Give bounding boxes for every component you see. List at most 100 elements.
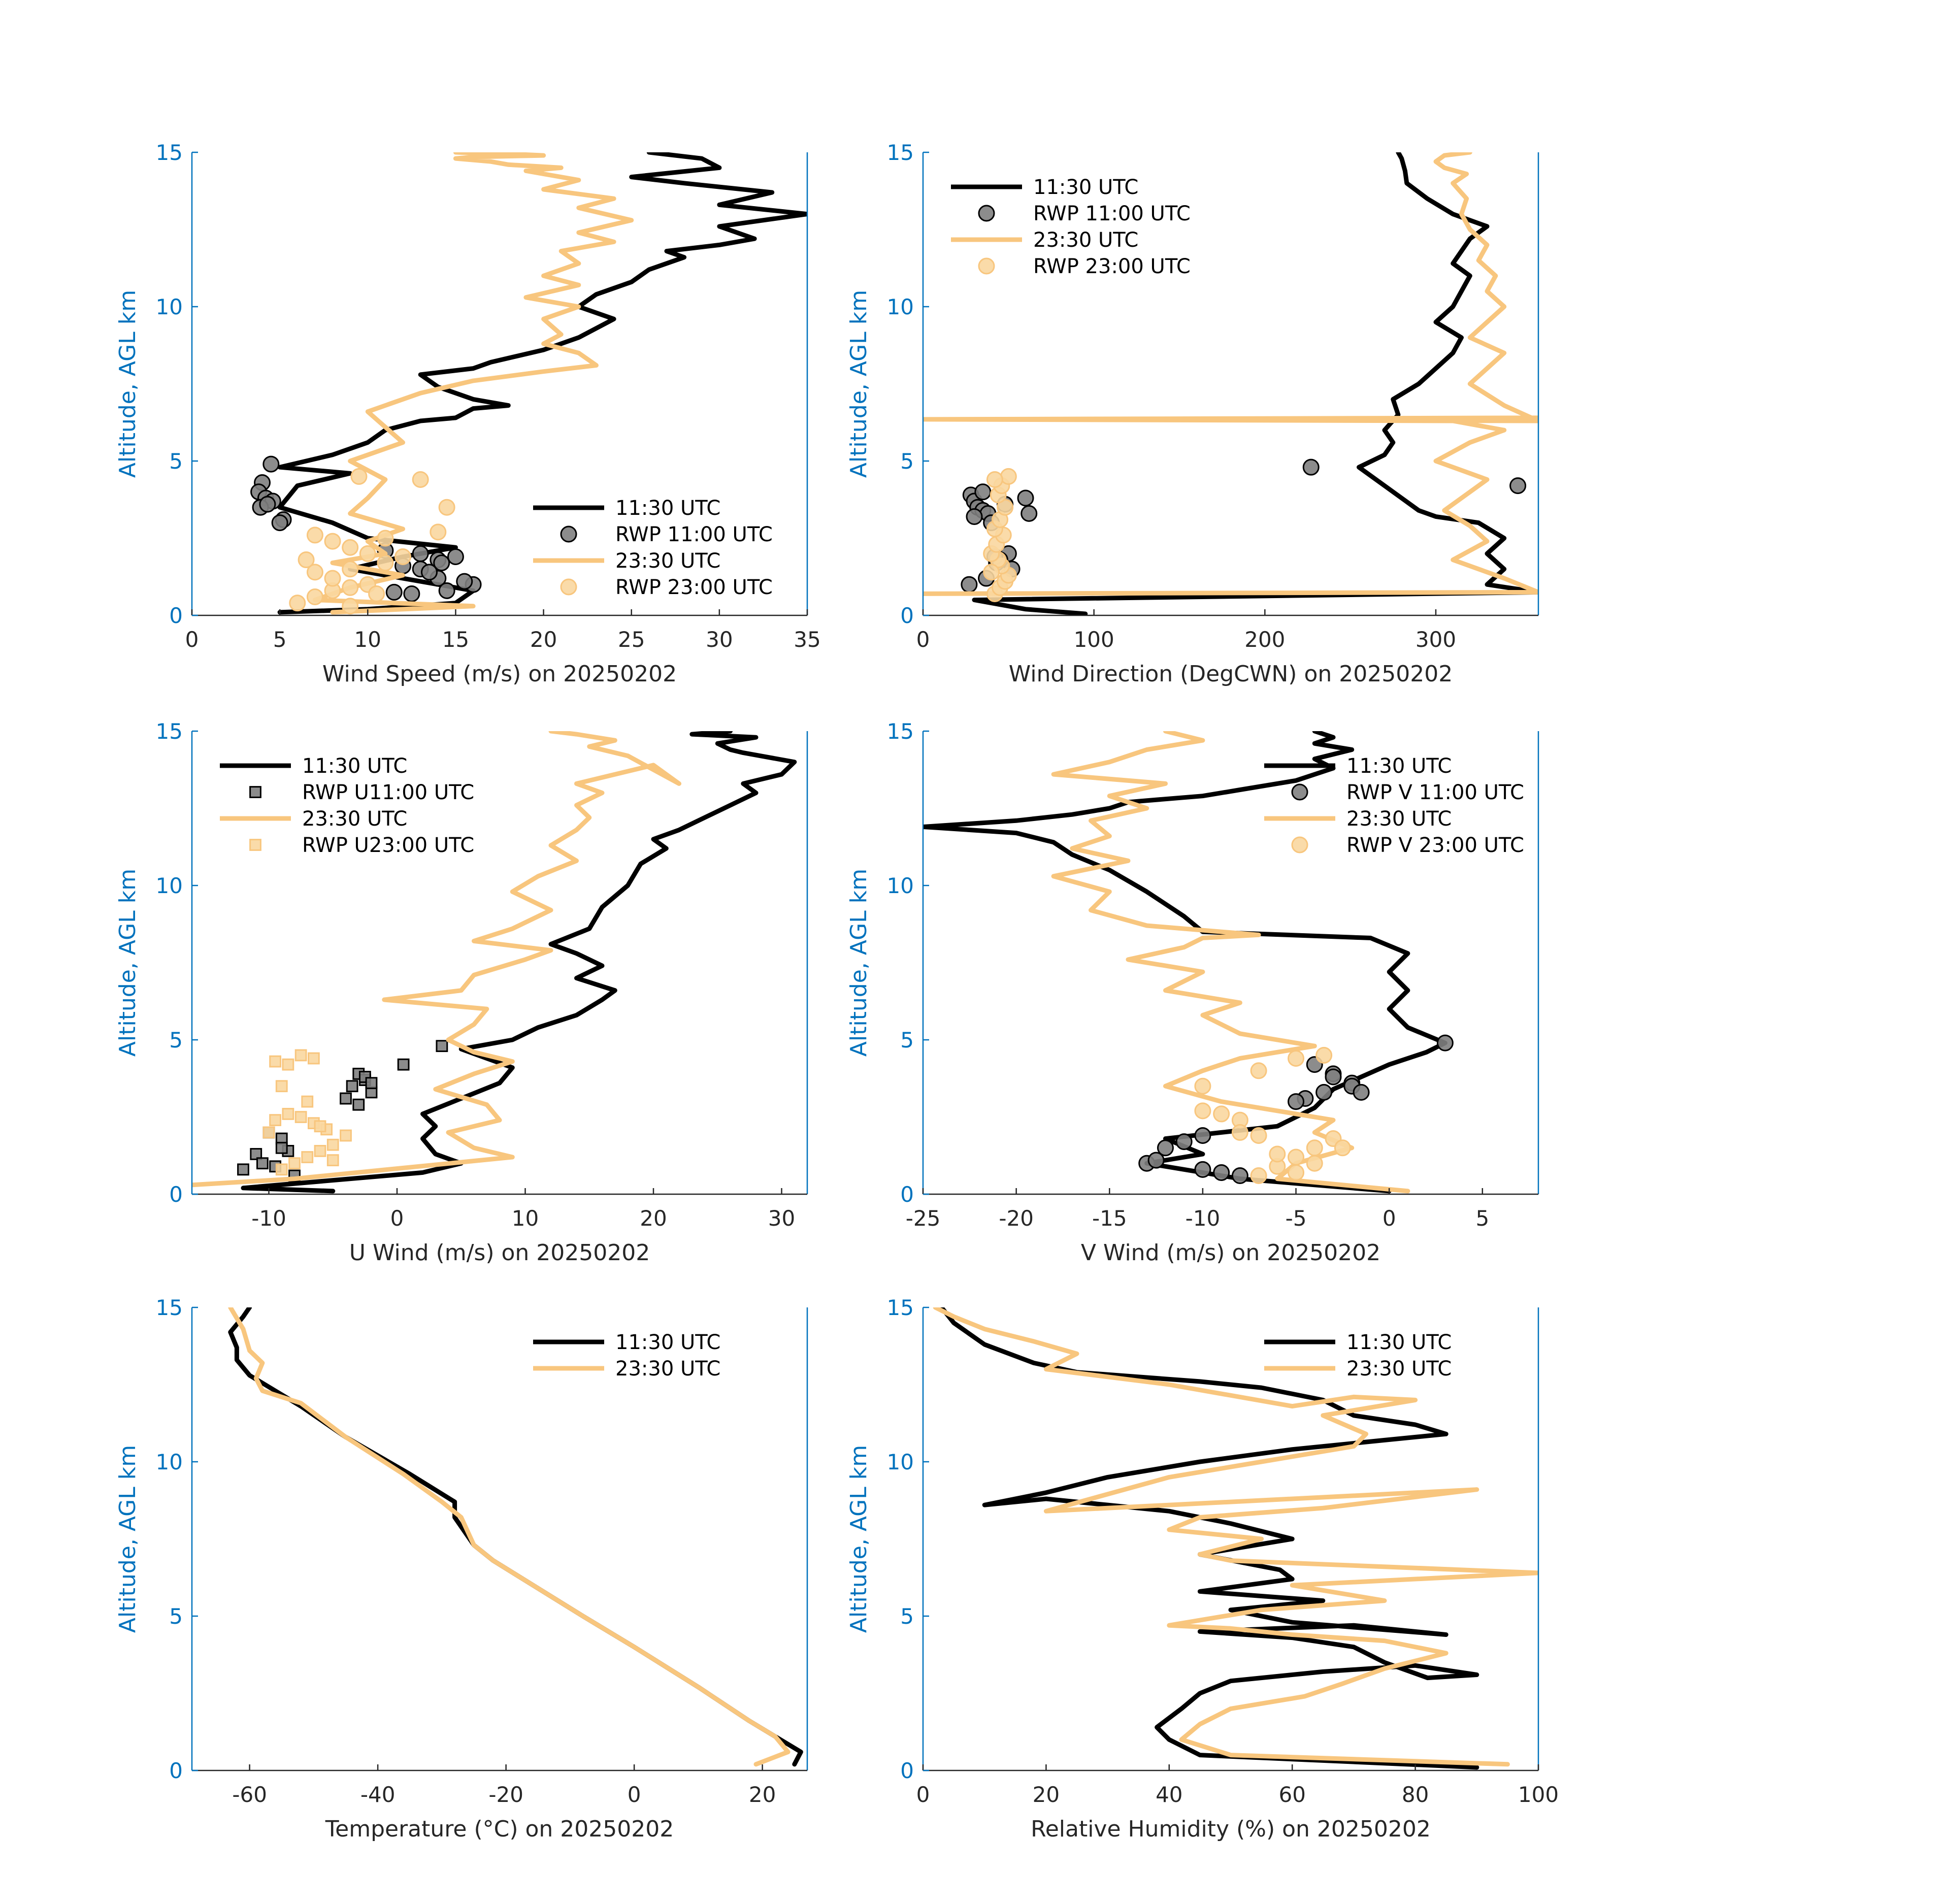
y-axis-label: Altitude, AGL km xyxy=(846,1445,872,1633)
data-point xyxy=(342,539,359,556)
x-tick-label: 0 xyxy=(1383,1206,1396,1231)
data-point xyxy=(340,1129,352,1142)
data-point xyxy=(275,1163,288,1176)
plot-area xyxy=(192,731,807,1194)
data-point xyxy=(961,576,978,593)
y-tick-label: 15 xyxy=(156,140,183,165)
x-tick-label: 200 xyxy=(1244,627,1285,652)
legend-label: RWP U11:00 UTC xyxy=(302,781,474,804)
data-point xyxy=(306,588,323,606)
panel-wind-speed: 0 5 10 15 20 25 30 35 0 5 10 15 Wind Speed (m/s) on … xyxy=(115,140,821,687)
y-tick-label: 15 xyxy=(887,140,914,165)
legend: 11:30 UTC RWP 11:00 UTC 23:30 UTC RWP 23:00… xyxy=(951,176,1191,278)
x-tick-label: -60 xyxy=(232,1782,267,1807)
x-tick-label: -15 xyxy=(1092,1206,1127,1231)
legend: 11:30 UTC RWP 11:00 UTC 23:30 UTC RWP 23:00… xyxy=(533,497,773,599)
series-line-0 xyxy=(972,152,1538,615)
data-point xyxy=(1306,1139,1323,1157)
x-tick-label: -10 xyxy=(251,1206,286,1231)
data-point xyxy=(259,496,276,513)
x-tick-label: 0 xyxy=(628,1782,641,1807)
data-point xyxy=(1021,505,1038,522)
y-tick-label: 10 xyxy=(156,873,183,898)
x-axis-label: Temperature (°C) on 20250202 xyxy=(325,1816,674,1842)
y-axis-label: Altitude, AGL km xyxy=(115,290,141,478)
x-tick-label: 100 xyxy=(1074,627,1114,652)
x-tick-label: 35 xyxy=(794,627,820,652)
data-point xyxy=(966,508,983,525)
data-point xyxy=(306,527,323,544)
legend-swatch xyxy=(1291,836,1308,853)
data-point xyxy=(1017,489,1034,507)
legend-label: 23:30 UTC xyxy=(615,1357,720,1381)
data-point xyxy=(1231,1167,1248,1185)
data-point xyxy=(324,570,341,587)
y-axis-label: Altitude, AGL km xyxy=(115,869,141,1057)
data-point xyxy=(1147,1152,1165,1169)
data-point xyxy=(447,548,464,565)
panel-u-wind: -10 0 10 20 30 0 5 10 15 U Wind (m/s) on 20250202… xyxy=(115,719,808,1266)
y-tick-label: 15 xyxy=(887,719,914,744)
data-point xyxy=(1325,1068,1342,1086)
legend: 11:30 UTC RWP U11:00 UTC 23:30 UTC RWP U23:… xyxy=(220,754,474,857)
data-point xyxy=(1250,1062,1267,1079)
legend-label: RWP 11:00 UTC xyxy=(1033,202,1191,225)
data-point xyxy=(298,551,315,569)
data-point xyxy=(1194,1127,1211,1144)
legend-label: 11:30 UTC xyxy=(615,1331,720,1354)
y-tick-label: 5 xyxy=(900,449,914,474)
legend-label: 11:30 UTC xyxy=(615,497,720,520)
legend-swatch xyxy=(249,786,261,798)
data-point xyxy=(430,523,447,541)
legend-label: 11:30 UTC xyxy=(1033,176,1138,199)
legend-swatch xyxy=(1291,783,1308,801)
data-point xyxy=(1288,1148,1305,1166)
data-point xyxy=(250,1148,262,1160)
x-tick-label: 25 xyxy=(618,627,645,652)
legend-label: 23:30 UTC xyxy=(1033,228,1138,252)
data-layer xyxy=(923,152,1538,615)
data-point xyxy=(289,595,306,612)
data-point xyxy=(983,564,1000,581)
y-tick-label: 10 xyxy=(887,294,914,319)
x-tick-label: -10 xyxy=(1186,1206,1221,1231)
x-tick-label: 15 xyxy=(442,627,469,652)
x-tick-label: 20 xyxy=(640,1206,667,1231)
data-point xyxy=(1194,1077,1211,1095)
data-point xyxy=(438,582,455,599)
data-point xyxy=(438,499,455,516)
data-point xyxy=(433,554,450,572)
data-point xyxy=(301,1151,314,1163)
x-tick-label: 0 xyxy=(185,627,199,652)
data-point xyxy=(342,598,359,615)
x-axis-label: Wind Speed (m/s) on 20250202 xyxy=(322,661,677,687)
data-point xyxy=(1353,1084,1370,1101)
legend: 11:30 UTC RWP V 11:00 UTC 23:30 UTC RWP V 2… xyxy=(1264,754,1524,857)
y-tick-label: 0 xyxy=(900,1182,914,1207)
x-tick-label: -20 xyxy=(488,1782,523,1807)
series-line-2 xyxy=(192,731,681,1188)
data-point xyxy=(314,1144,326,1157)
y-tick-label: 5 xyxy=(169,1604,183,1629)
data-point xyxy=(237,1163,249,1176)
series-line-0 xyxy=(241,731,797,1194)
y-tick-label: 5 xyxy=(169,1028,183,1053)
data-point xyxy=(294,1049,307,1062)
x-tick-label: 20 xyxy=(749,1782,776,1807)
legend-label: 23:30 UTC xyxy=(302,807,407,831)
data-point xyxy=(1157,1139,1174,1157)
x-tick-label: 0 xyxy=(916,1782,930,1807)
series-line-2 xyxy=(1051,731,1410,1194)
series-line-1 xyxy=(228,1307,791,1767)
data-point xyxy=(307,1052,320,1065)
data-point xyxy=(324,533,341,550)
x-tick-label: 0 xyxy=(916,627,930,652)
data-point xyxy=(1231,1124,1248,1141)
data-point xyxy=(1436,1034,1454,1052)
x-tick-label: -20 xyxy=(999,1206,1034,1231)
data-point xyxy=(352,1098,365,1111)
data-point xyxy=(420,564,438,581)
panel-relative-humidity: 0 20 40 60 80 100 0 5 10 15 Relative Humidity (%) … xyxy=(846,1295,1559,1842)
series-line-0 xyxy=(277,152,807,615)
